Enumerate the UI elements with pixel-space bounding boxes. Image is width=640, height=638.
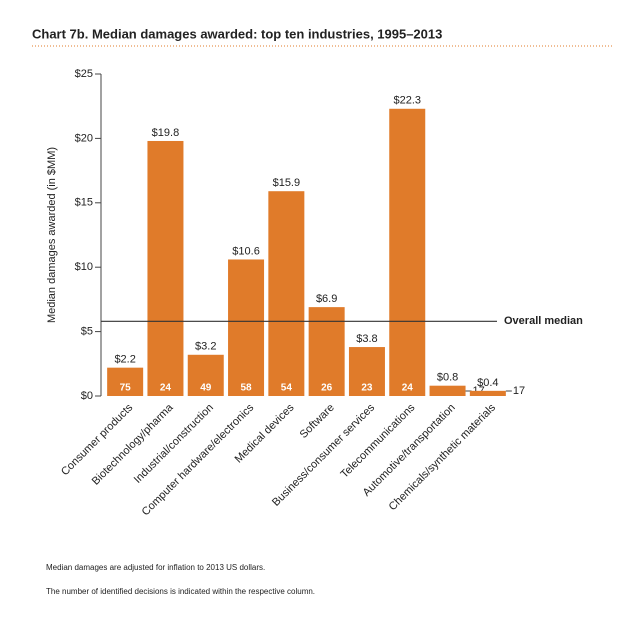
bar (268, 191, 305, 396)
bar (348, 347, 385, 396)
bar (308, 307, 345, 396)
y-tick-label: $0 (81, 390, 93, 402)
x-tick-label: Biotechnology/pharma (90, 401, 177, 488)
count-label: 26 (321, 383, 333, 394)
count-label: 24 (160, 383, 172, 394)
bar (147, 140, 184, 396)
count-label: 58 (240, 383, 252, 394)
y-tick-label: $20 (75, 132, 93, 144)
value-label: $19.8 (152, 127, 180, 139)
footnote: The number of identified decisions is in… (46, 587, 315, 596)
x-tick-label: Software (298, 402, 337, 441)
y-tick-label: $15 (75, 197, 93, 209)
count-label: 24 (402, 383, 414, 394)
count-label: 23 (361, 383, 373, 394)
value-label: $6.9 (316, 293, 337, 305)
y-tick-label: $25 (75, 68, 93, 80)
count-label: 75 (120, 383, 132, 394)
bar (469, 390, 506, 396)
bar (107, 367, 144, 396)
value-label: $0.4 (477, 377, 498, 389)
chart-title: Chart 7b. Median damages awarded: top te… (32, 26, 442, 41)
y-axis-label: Median damages awarded (in $MM) (46, 147, 58, 323)
footnote: Median damages are adjusted for inflatio… (46, 563, 265, 572)
value-label: $0.8 (437, 372, 458, 384)
bar (389, 108, 426, 396)
value-label: $2.2 (114, 354, 135, 366)
x-tick-label: Consumer products (59, 401, 136, 478)
y-tick-label: $10 (75, 261, 93, 273)
bar (187, 354, 224, 396)
bar (429, 385, 466, 396)
value-label: $15.9 (273, 177, 301, 189)
count-label: 49 (200, 383, 212, 394)
count-label: 54 (281, 383, 293, 394)
bar (228, 259, 265, 396)
value-label: $3.2 (195, 341, 216, 353)
median-label: Overall median (504, 315, 583, 327)
x-tick-label: Telecommunications (338, 401, 417, 480)
y-tick-label: $5 (81, 326, 93, 338)
count-label: 17 (513, 385, 525, 397)
value-label: $22.3 (393, 95, 421, 107)
value-label: $3.8 (356, 333, 377, 345)
value-label: $10.6 (232, 245, 260, 257)
x-tick-label: Industrial/construction (132, 402, 216, 486)
